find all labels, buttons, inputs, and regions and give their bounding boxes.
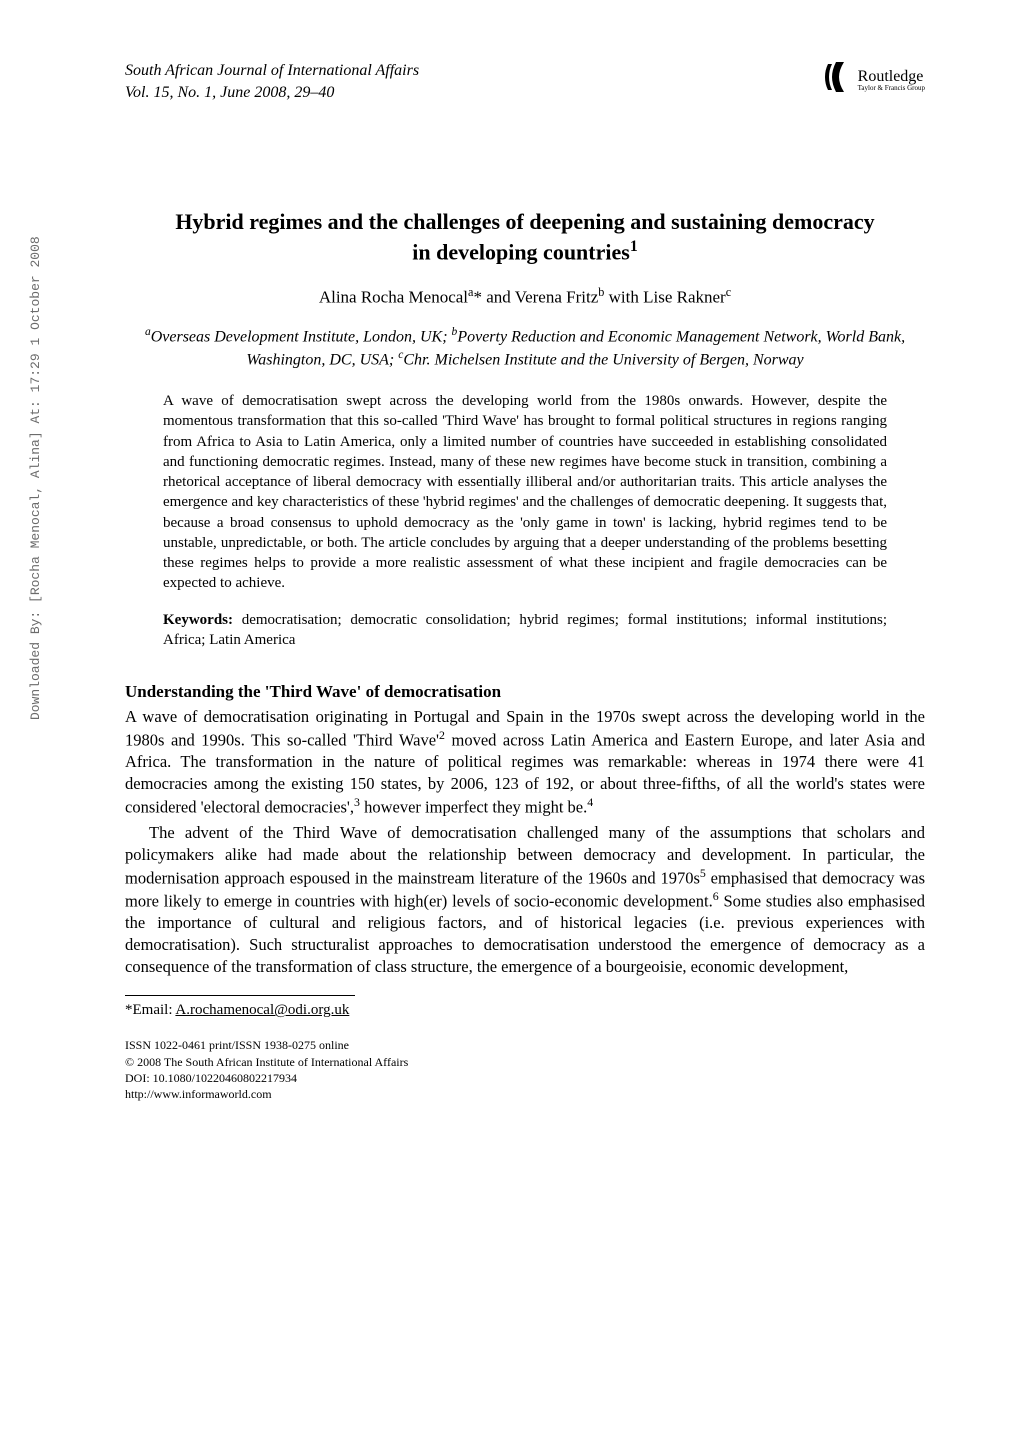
affiliations: aOverseas Development Institute, London,…: [125, 325, 925, 371]
footer-info: ISSN 1022-0461 print/ISSN 1938-0275 onli…: [125, 1037, 925, 1102]
copyright-line: © 2008 The South African Institute of In…: [125, 1054, 925, 1070]
article-title: Hybrid regimes and the challenges of dee…: [125, 208, 925, 267]
publisher-tagline: Taylor & Francis Group: [858, 85, 925, 92]
issn-line: ISSN 1022-0461 print/ISSN 1938-0275 onli…: [125, 1037, 925, 1053]
body-paragraph-2: The advent of the Third Wave of democrat…: [125, 822, 925, 977]
email-label: *Email:: [125, 1002, 175, 1018]
routledge-icon: [822, 60, 852, 101]
title-section: Hybrid regimes and the challenges of dee…: [125, 208, 925, 267]
download-watermark: Downloaded By: [Rocha Menocal, Alina] At…: [28, 236, 43, 720]
keywords-list: democratisation; democratic consolidatio…: [163, 612, 887, 648]
publisher-logo: Routledge Taylor & Francis Group: [822, 60, 925, 101]
title-footnote-ref: 1: [630, 238, 638, 255]
section-heading: Understanding the 'Third Wave' of democr…: [125, 682, 925, 702]
url-line: http://www.informaworld.com: [125, 1086, 925, 1102]
email-link[interactable]: A.rochamenocal@odi.org.uk: [175, 1002, 349, 1018]
publisher-name: Routledge: [858, 69, 925, 85]
publisher-text: Routledge Taylor & Francis Group: [858, 69, 925, 92]
doi-line: DOI: 10.1080/10220460802217934: [125, 1070, 925, 1086]
journal-info: South African Journal of International A…: [125, 60, 419, 103]
volume-info: Vol. 15, No. 1, June 2008, 29–40: [125, 82, 419, 104]
title-line-1: Hybrid regimes and the challenges of dee…: [175, 209, 874, 234]
page-header: South African Journal of International A…: [125, 60, 925, 103]
footnote-separator: [125, 995, 355, 996]
authors: Alina Rocha Menocala* and Verena Fritzb …: [125, 285, 925, 308]
corresponding-author: *Email: A.rochamenocal@odi.org.uk: [125, 1002, 925, 1019]
journal-name: South African Journal of International A…: [125, 60, 419, 82]
body-paragraph-1: A wave of democratisation originating in…: [125, 706, 925, 818]
keywords-block: Keywords: democratisation; democratic co…: [125, 610, 925, 651]
keywords-label: Keywords:: [163, 612, 233, 628]
abstract: A wave of democratisation swept across t…: [125, 391, 925, 594]
title-line-2: in developing countries: [412, 239, 630, 264]
